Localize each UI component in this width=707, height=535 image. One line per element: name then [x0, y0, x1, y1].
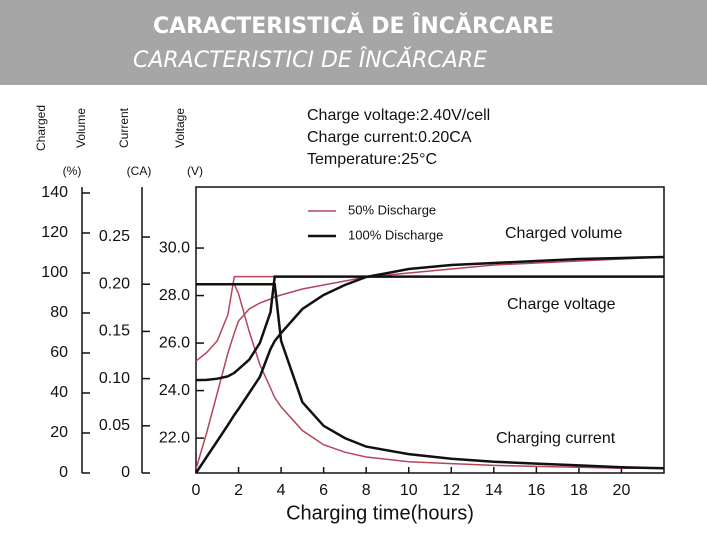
subtitle: CARACTERISTICI DE ÎNCĂRCARE — [133, 48, 488, 73]
title: CARACTERISTICĂ DE ÎNCĂRCARE — [152, 14, 555, 39]
y-tick-label: 22.0 — [159, 429, 190, 446]
x-tick-label: 8 — [362, 482, 371, 499]
y-tick-label: 60 — [50, 344, 68, 361]
legend-label: 100% Discharge — [348, 227, 443, 242]
y-tick-label: 80 — [50, 304, 68, 321]
x-tick-label: 0 — [192, 482, 201, 499]
plot-frame — [195, 186, 665, 474]
y-axis-title: Charged — [34, 105, 48, 151]
y-tick-label: 0 — [121, 464, 130, 481]
header: CARACTERISTICĂ DE ÎNCĂRCARE CARACTERISTI… — [0, 0, 707, 85]
legend-label: 50% Discharge — [348, 202, 436, 217]
curve-label: Charged volume — [505, 225, 623, 242]
y-tick-label: 0.15 — [99, 323, 130, 340]
y-tick-label: 0.05 — [99, 417, 130, 434]
y-tick-label: 0.25 — [99, 228, 130, 245]
y-tick-label: 28.0 — [159, 287, 190, 304]
curve-volume — [195, 256, 665, 470]
y-tick-label: 0 — [59, 464, 68, 481]
annotation: Temperature:25°C — [307, 151, 437, 168]
x-tick-label: 12 — [442, 482, 460, 499]
y-axis-title: Volume — [74, 108, 88, 148]
annotation: Charge voltage:2.40V/cell — [307, 107, 490, 124]
curve-voltage — [195, 275, 664, 362]
annotation: Charge current:0.20CA — [307, 129, 472, 146]
y-axis-title: Voltage — [173, 108, 187, 148]
y-tick-label: 120 — [41, 224, 68, 241]
y-axis-unit: (V) — [187, 164, 203, 178]
x-tick-label: 16 — [527, 482, 545, 499]
y-tick-label: 0.10 — [99, 370, 130, 387]
y-tick-label: 24.0 — [159, 382, 190, 399]
curve-volume — [194, 255, 665, 474]
y-tick-label: 0.20 — [99, 275, 130, 292]
x-tick-label: 6 — [319, 482, 328, 499]
y-tick-label: 26.0 — [159, 334, 190, 351]
y-tick-label: 40 — [50, 384, 68, 401]
curve-current — [196, 282, 665, 470]
y-tick-label: 20 — [50, 424, 68, 441]
curve-label: Charging current — [496, 430, 616, 447]
x-tick-label: 18 — [570, 482, 588, 499]
x-tick-label: 10 — [400, 482, 418, 499]
x-tick-label: 4 — [277, 482, 286, 499]
y-axis-title: Current — [117, 107, 131, 148]
curve-label: Charge voltage — [507, 296, 616, 313]
y-tick-label: 100 — [41, 264, 68, 281]
x-tick-label: 20 — [613, 482, 631, 499]
x-tick-label: 14 — [485, 482, 503, 499]
x-tick-label: 2 — [234, 482, 243, 499]
y-axis-unit: (%) — [63, 164, 82, 178]
y-axis-unit: (CA) — [127, 164, 152, 178]
curve-voltage — [195, 275, 664, 382]
y-tick-label: 30.0 — [159, 239, 190, 256]
y-tick-label: 140 — [41, 184, 68, 201]
x-axis-title: Charging time(hours) — [286, 502, 474, 524]
